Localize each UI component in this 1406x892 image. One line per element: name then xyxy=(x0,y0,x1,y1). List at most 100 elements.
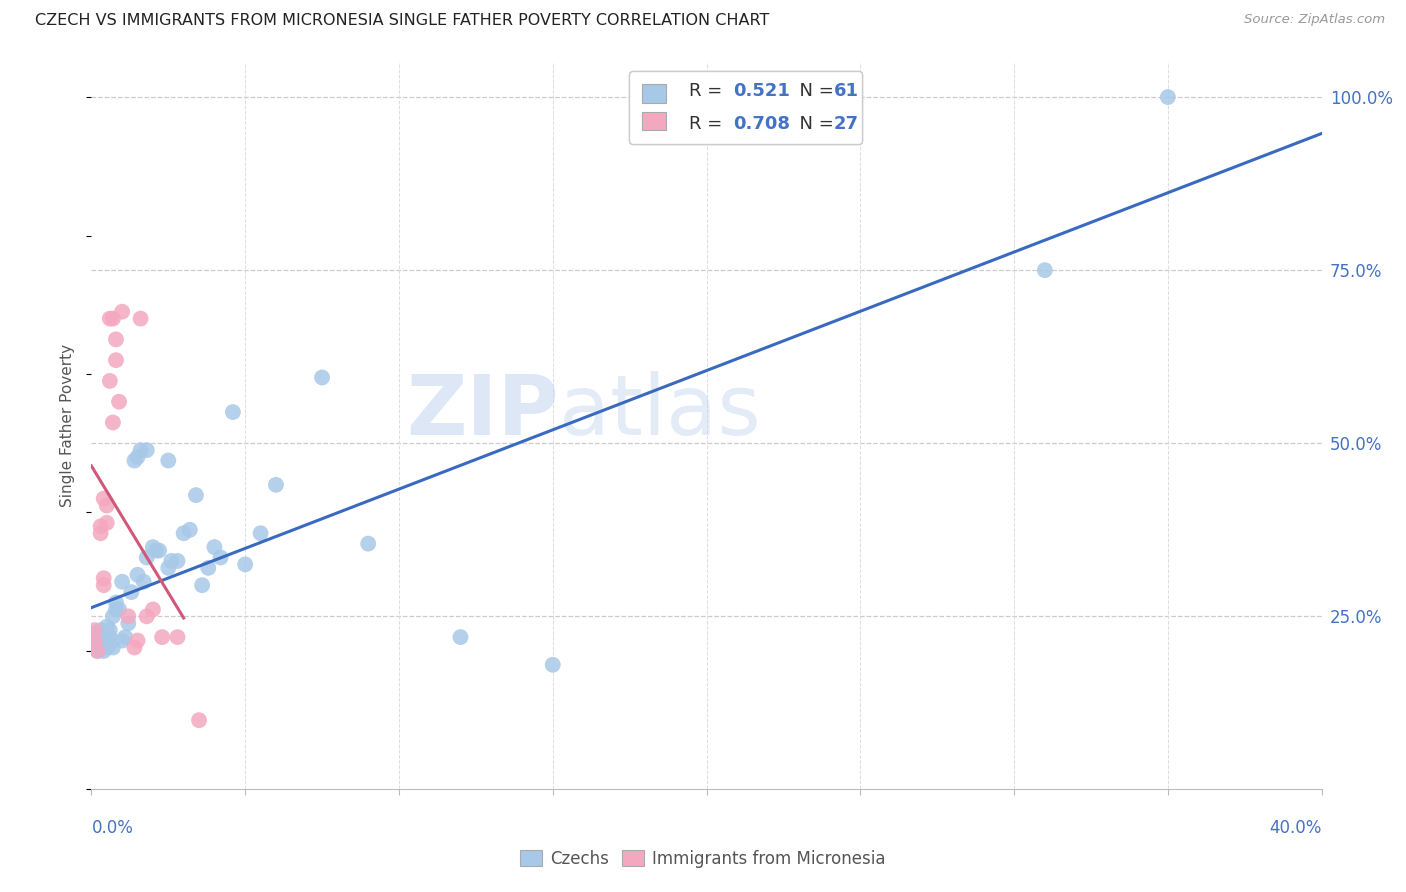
Point xyxy=(86,644,108,658)
Text: 0.521: 0.521 xyxy=(734,82,790,100)
Text: 0.0%: 0.0% xyxy=(91,819,134,837)
Point xyxy=(157,561,180,575)
Point xyxy=(264,477,287,491)
Point xyxy=(105,602,127,616)
Point xyxy=(233,558,256,572)
Text: 61: 61 xyxy=(834,82,859,100)
Point xyxy=(98,623,121,637)
Point xyxy=(93,637,115,651)
Point xyxy=(135,550,157,565)
Point xyxy=(90,630,112,644)
Point xyxy=(166,630,188,644)
Point xyxy=(111,633,134,648)
Point xyxy=(142,602,165,616)
Point xyxy=(108,394,131,409)
Point xyxy=(105,332,127,346)
Text: 40.0%: 40.0% xyxy=(1270,819,1322,837)
Point xyxy=(83,633,105,648)
Point xyxy=(129,443,152,458)
Point xyxy=(83,623,105,637)
Point xyxy=(93,644,115,658)
Point xyxy=(1157,90,1180,104)
Point xyxy=(188,713,211,727)
Point xyxy=(184,488,207,502)
Point xyxy=(90,526,112,541)
Point xyxy=(142,540,165,554)
Text: N =: N = xyxy=(789,82,839,100)
Point xyxy=(179,523,201,537)
Legend:                               ,                               : , xyxy=(630,71,862,144)
Text: Source: ZipAtlas.com: Source: ZipAtlas.com xyxy=(1244,13,1385,27)
Point xyxy=(124,453,146,467)
Point xyxy=(93,578,115,592)
Point xyxy=(124,640,146,655)
Point xyxy=(150,630,173,644)
Point xyxy=(129,311,152,326)
Point xyxy=(90,640,112,655)
Point xyxy=(86,637,108,651)
Text: ZIP: ZIP xyxy=(406,371,558,452)
Point xyxy=(96,516,118,530)
Point xyxy=(111,304,134,318)
Point xyxy=(101,311,124,326)
Point xyxy=(98,374,121,388)
Text: R =: R = xyxy=(689,115,728,133)
Point xyxy=(222,405,245,419)
Point xyxy=(135,609,157,624)
Text: 0.708: 0.708 xyxy=(734,115,790,133)
Point xyxy=(101,640,124,655)
Point xyxy=(157,453,180,467)
Point xyxy=(127,567,149,582)
Point xyxy=(98,311,121,326)
Point xyxy=(1033,263,1056,277)
Point xyxy=(93,571,115,585)
Legend: Czechs, Immigrants from Micronesia: Czechs, Immigrants from Micronesia xyxy=(513,844,893,875)
Point xyxy=(160,554,183,568)
Point xyxy=(127,450,149,464)
Point xyxy=(117,609,139,624)
Point xyxy=(357,536,380,550)
Point xyxy=(93,626,115,640)
Point xyxy=(148,543,170,558)
Point xyxy=(93,491,115,506)
Point xyxy=(132,574,155,589)
Y-axis label: Single Father Poverty: Single Father Poverty xyxy=(60,344,76,508)
Point xyxy=(135,443,157,458)
Point xyxy=(173,526,195,541)
Point xyxy=(105,595,127,609)
Point xyxy=(541,657,564,672)
Point xyxy=(111,574,134,589)
Point xyxy=(120,585,142,599)
Point xyxy=(83,633,105,648)
Point xyxy=(127,633,149,648)
Point xyxy=(117,616,139,631)
Text: 27: 27 xyxy=(834,115,859,133)
Point xyxy=(96,640,118,655)
Point xyxy=(86,633,108,648)
Point xyxy=(166,554,188,568)
Point xyxy=(96,633,118,648)
Point xyxy=(209,550,232,565)
Point xyxy=(101,609,124,624)
Point xyxy=(108,602,131,616)
Point xyxy=(90,519,112,533)
Point xyxy=(98,637,121,651)
Point xyxy=(311,370,333,384)
Point xyxy=(105,353,127,368)
Point xyxy=(96,620,118,634)
Point xyxy=(90,623,112,637)
Point xyxy=(83,626,105,640)
Point xyxy=(101,416,124,430)
Point xyxy=(191,578,214,592)
Point xyxy=(86,644,108,658)
Point xyxy=(86,626,108,640)
Point xyxy=(83,640,105,655)
Text: atlas: atlas xyxy=(558,371,761,452)
Point xyxy=(90,637,112,651)
Text: R =: R = xyxy=(689,82,728,100)
Point xyxy=(449,630,471,644)
Text: N =: N = xyxy=(789,115,839,133)
Point xyxy=(145,543,167,558)
Point xyxy=(96,499,118,513)
Point xyxy=(197,561,219,575)
